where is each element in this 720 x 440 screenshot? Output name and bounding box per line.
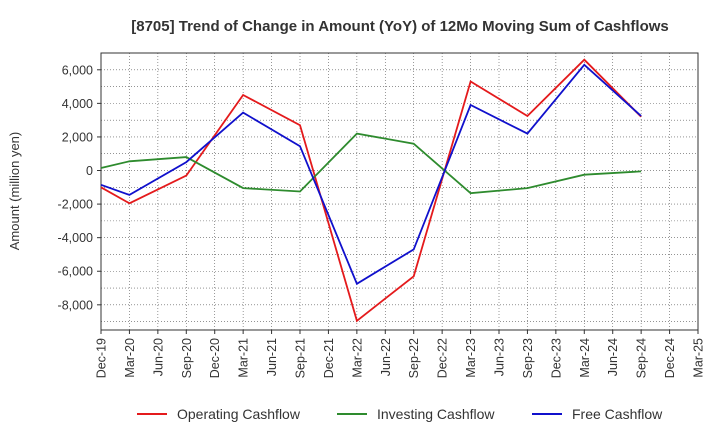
legend: Operating Cashflow Investing Cashflow Free…	[137, 406, 663, 422]
legend-label-investing-cashflow: Investing Cashflow	[377, 406, 495, 422]
x-tick-label: Jun-21	[265, 338, 279, 376]
y-tick-label: -8,000	[58, 298, 93, 312]
legend-label-operating-cashflow: Operating Cashflow	[177, 406, 301, 422]
x-tick-label: Dec-20	[208, 338, 222, 378]
x-tick-label: Dec-22	[436, 338, 450, 378]
y-axis-ticks: 6,000 4,000 2,000 0 -2,000 -4,000 -6,000 -8,000	[58, 63, 101, 312]
x-tick-label: Sep-23	[521, 338, 535, 378]
x-tick-label: Sep-20	[180, 338, 194, 378]
y-tick-label: 0	[86, 164, 93, 178]
x-tick-label: Dec-24	[663, 338, 677, 378]
y-tick-label: -6,000	[58, 265, 93, 279]
x-tick-label: Sep-22	[407, 338, 421, 378]
x-tick-label: Mar-21	[237, 338, 251, 378]
x-tick-label: Jun-22	[379, 338, 393, 376]
series-line-operating-cashflow	[100, 58, 642, 323]
x-tick-label: Mar-22	[350, 338, 364, 378]
x-tick-label: Dec-23	[549, 338, 563, 378]
x-tick-label: Jun-24	[606, 338, 620, 376]
x-tick-label: Jun-20	[151, 338, 165, 376]
y-tick-label: 4,000	[62, 97, 93, 111]
x-tick-label: Dec-21	[322, 338, 336, 378]
y-axis-title: Amount (million yen)	[7, 132, 22, 251]
x-tick-label: Jun-23	[493, 338, 507, 376]
chart-title: [8705] Trend of Change in Amount (YoY) o…	[131, 18, 669, 35]
x-tick-label: Mar-24	[578, 338, 592, 378]
x-tick-label: Sep-21	[294, 338, 308, 378]
x-axis-ticks: Dec-19 Mar-20 Jun-20 Sep-20 Dec-20 Mar-21 Jun-…	[95, 330, 706, 378]
legend-label-free-cashflow: Free Cashflow	[572, 406, 663, 422]
x-tick-label: Sep-24	[635, 338, 649, 378]
y-tick-label: -2,000	[58, 198, 93, 212]
x-tick-label: Mar-25	[692, 338, 706, 378]
plot-area-frame	[100, 52, 699, 331]
x-tick-label: Mar-20	[123, 338, 137, 378]
series-lines	[100, 58, 642, 323]
series-line-free-cashflow	[100, 63, 642, 286]
y-tick-label: -4,000	[58, 231, 93, 245]
x-tick-label: Dec-19	[95, 338, 109, 378]
y-tick-label: 2,000	[62, 130, 93, 144]
x-tick-label: Mar-23	[464, 338, 478, 378]
series-line-investing-cashflow	[100, 132, 642, 195]
y-tick-label: 6,000	[62, 63, 93, 77]
